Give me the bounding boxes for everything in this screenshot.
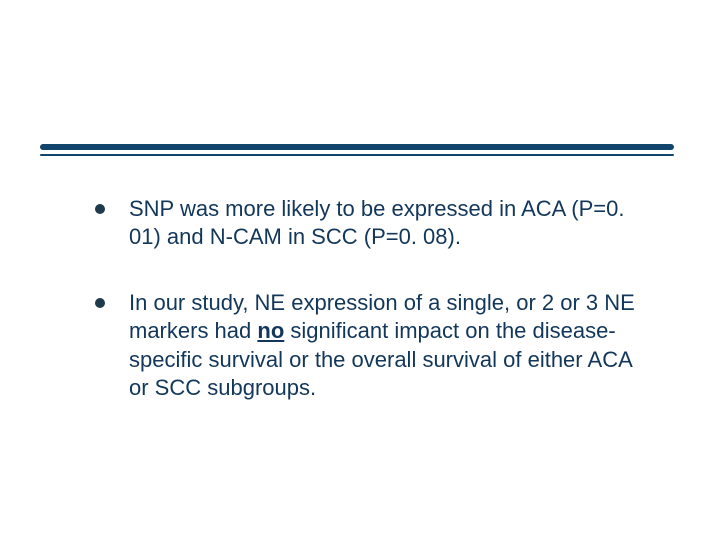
- bullet-icon: [95, 204, 105, 214]
- bullet-text: In our study, NE expression of a single,…: [129, 289, 655, 402]
- slide: SNP was more likely to be expressed in A…: [0, 0, 720, 540]
- bullet-icon: [95, 298, 105, 308]
- rule-thick: [40, 144, 674, 150]
- title-rule: [40, 144, 674, 162]
- rule-thin: [40, 154, 674, 156]
- bullet-list: SNP was more likely to be expressed in A…: [95, 195, 655, 440]
- list-item: In our study, NE expression of a single,…: [95, 289, 655, 402]
- bullet-text: SNP was more likely to be expressed in A…: [129, 195, 655, 251]
- list-item: SNP was more likely to be expressed in A…: [95, 195, 655, 251]
